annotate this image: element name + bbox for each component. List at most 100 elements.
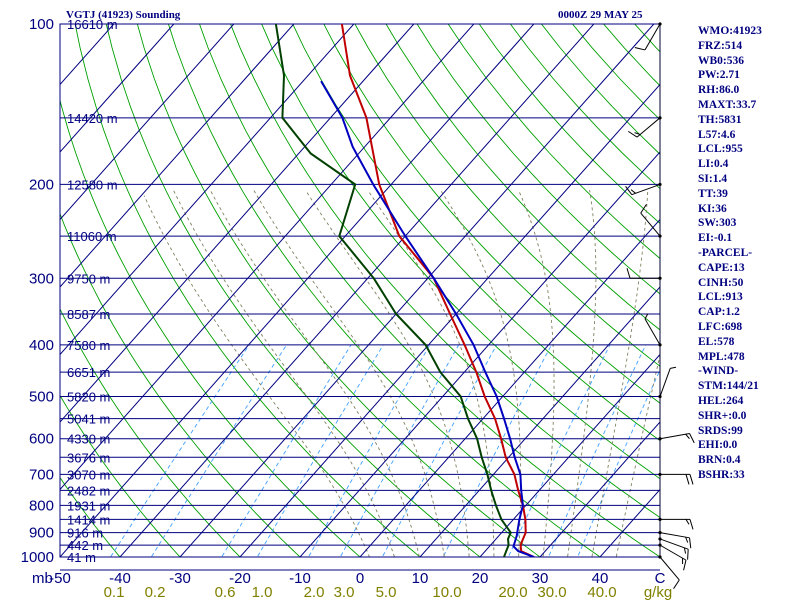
height-label: 2482 m [67, 483, 110, 498]
barb-staff [659, 433, 690, 440]
stat-line: SRDS:99 [698, 424, 743, 437]
stat-line: SHR+:0.0 [698, 409, 747, 422]
stat-line: SI:1.4 [698, 172, 728, 185]
stat-line: LFC:698 [698, 320, 743, 333]
wind-barb [658, 433, 695, 444]
wind-barb [626, 268, 662, 280]
dry-adiabat [354, 24, 660, 367]
pressure-tick-label: 100 [29, 16, 54, 33]
station-title: VGTJ (41923) Sounding [66, 9, 181, 21]
mixing-ratio-tick-label: 1.0 [252, 584, 273, 600]
wind-barb [658, 531, 692, 549]
stats-panel: WMO:41923 FRZ:514 WB0:536 PW:2.71 RH:86.0 MAX… [698, 24, 800, 483]
barb-flag [644, 313, 649, 320]
stat-line: FRZ:514 [698, 39, 743, 52]
barb-staff [631, 183, 661, 196]
stat-line: BRN:0.4 [698, 454, 741, 467]
barb-staff [659, 532, 690, 539]
moist-adiabat [209, 189, 420, 557]
stat-line: CINH:50 [698, 276, 744, 289]
barb-flag [628, 130, 638, 138]
isotherm [60, 24, 415, 423]
mixing-ratio-line [339, 344, 460, 557]
dry-adiabat [230, 24, 660, 519]
pressure-tick-label: 1000 [21, 549, 54, 566]
barb-staff [636, 117, 661, 138]
dewpoint-line [274, 24, 512, 557]
temperature-tick-label: -40 [109, 570, 131, 587]
height-label: 4330 m [67, 432, 110, 447]
mixing-ratio-tick-label: 20.0 [498, 584, 527, 600]
barb-flag [689, 433, 695, 444]
dry-adiabat [261, 24, 660, 480]
barb-base [658, 437, 662, 441]
stat-line: EL:578 [698, 335, 735, 348]
moist-adiabat [253, 189, 445, 557]
wind-barbs [625, 22, 695, 589]
wind-barb [644, 313, 662, 347]
stat-line: WB0:536 [698, 54, 744, 67]
dry-adiabat [447, 24, 660, 260]
isotherm [299, 151, 660, 557]
height-label: 6651 m [67, 365, 110, 380]
stat-line: RH:86.0 [698, 84, 740, 97]
height-label: 3070 m [67, 467, 110, 482]
mixing-ratio-tick-label: 3.0 [334, 584, 355, 600]
grid-lines [60, 24, 660, 557]
height-label: 442 m [67, 538, 103, 553]
height-label: 916 m [67, 526, 103, 541]
wind-barb [640, 204, 662, 238]
wind-barb [658, 472, 694, 485]
dry-adiabat [60, 476, 121, 557]
isotherm [239, 83, 660, 557]
pressure-tick-label: 600 [29, 431, 54, 448]
pressure-tick-label: 300 [29, 270, 54, 287]
dry-adiabat [105, 24, 481, 557]
pressure-tick-label: 400 [29, 337, 54, 354]
isotherm [60, 24, 175, 153]
stat-line: -WIND- [698, 365, 739, 378]
stat-line: WMO:41923 [698, 25, 762, 37]
mixing-ratio-tick-label: 0.6 [215, 584, 236, 600]
barb-staff [644, 23, 661, 51]
mixing-ratio-tick-label: 0.1 [104, 584, 125, 600]
barb-flag [683, 560, 687, 571]
stat-line: CAP:1.2 [698, 306, 740, 319]
barb-staff [644, 318, 661, 346]
y-axis-label: mb [32, 570, 53, 587]
dry-adiabat [416, 24, 660, 295]
wind-barb [634, 22, 662, 51]
temperature-tick-label: -50 [49, 570, 71, 587]
barb-base [658, 517, 662, 521]
temperature-tick-label: 30 [532, 570, 549, 587]
height-label: 9750 m [67, 271, 110, 286]
wind-barb [658, 517, 694, 530]
isotherm [60, 24, 295, 288]
barb-flag [630, 189, 636, 194]
parcel-line [320, 80, 535, 557]
mixing-ratio-tick-label: 10.0 [432, 584, 461, 600]
stat-line: LCL:955 [698, 143, 743, 156]
mixing-ratio-tick-label: 0.2 [145, 584, 166, 600]
height-label: 1931 m [67, 498, 110, 513]
mixing-ratio-unit-label: g/kg [644, 584, 672, 600]
barb-staff [659, 368, 671, 397]
stat-line: LCL:913 [698, 291, 743, 304]
mixing-ratio-line [256, 344, 384, 557]
temperature-tick-label: 20 [472, 570, 489, 587]
barb-flag [685, 519, 690, 525]
mixing-ratio-line [507, 344, 611, 557]
isotherm [119, 24, 595, 557]
height-label: 14420 m [67, 111, 118, 126]
dry-adiabat [292, 24, 660, 442]
mixing-ratio-tick-label: 5.0 [376, 584, 397, 600]
stat-line: MPL:478 [698, 350, 745, 363]
mixing-ratio-line [221, 344, 352, 557]
stat-line: STM:144/21 [698, 380, 759, 393]
temperature-tick-label: 10 [412, 570, 429, 587]
barb-flag [634, 132, 641, 136]
stat-line: EI:-0.1 [698, 232, 733, 245]
stat-line: TH:5831 [698, 113, 742, 126]
dry-adiabat [60, 98, 361, 557]
mixing-ratio-line [307, 344, 431, 557]
